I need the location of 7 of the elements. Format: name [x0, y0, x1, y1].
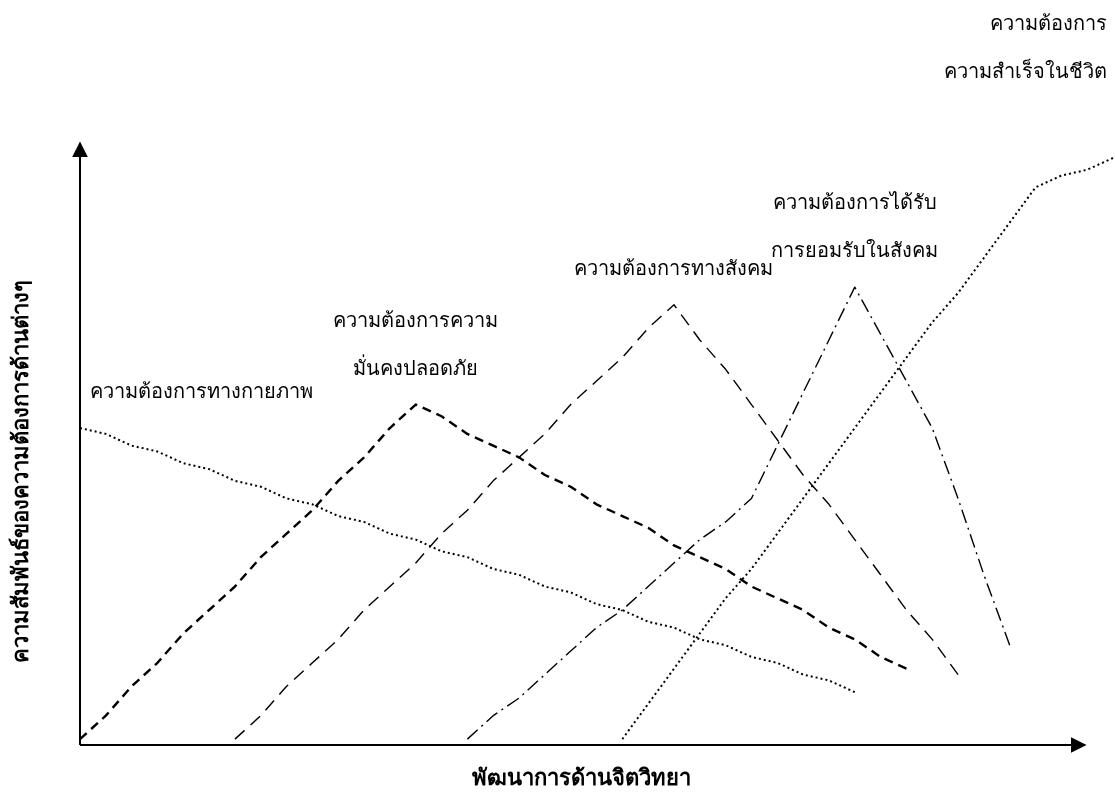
x-axis-title: พัฒนาการด้านจิตวิทยา: [472, 765, 691, 790]
text: ความต้องการความ มั่นคงปลอดภัย: [333, 307, 499, 380]
series-label: ความต้องการทางกายภาพ: [90, 379, 313, 404]
text: ความต้องการ ความสำเร็จในชีวิต: [944, 11, 1107, 83]
text: ความต้องการได้รับ การยอมรับในสังคม: [771, 190, 939, 263]
y-axis-title: ความสัมพันธ์ของความต้องการด้านต่างๆ: [8, 280, 33, 663]
series-label: ความต้องการทางสังคม: [574, 255, 774, 280]
